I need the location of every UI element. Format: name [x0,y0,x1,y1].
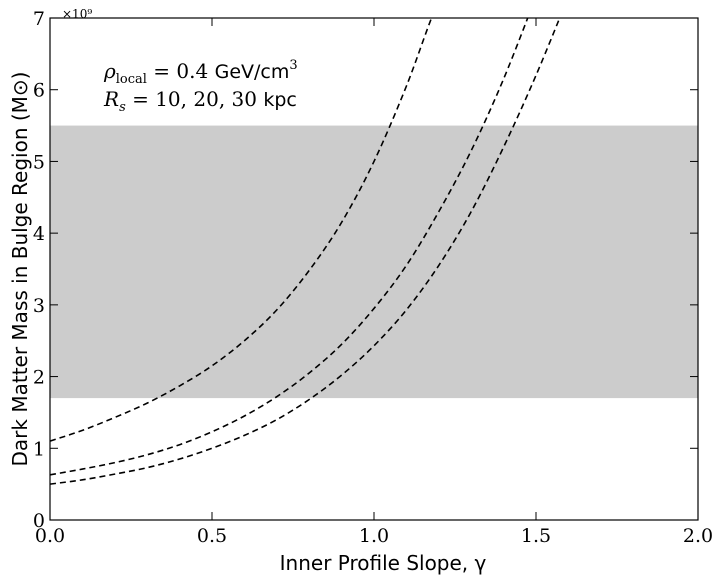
svg-text:ρlocal = 0.4 GeV/cm3: ρlocal = 0.4 GeV/cm3 [103,58,298,87]
y-tick-label: 4 [33,223,45,245]
x-tick-label: 1.0 [359,525,389,547]
y-axis-multiplier: ×10⁹ [62,7,92,21]
x-axis-label: Inner Profile Slope, γ [280,551,487,575]
series-line-1 [50,18,433,442]
annotation-rs: Rs = 10, 20, 30 kpc [103,87,297,115]
annotation-rho-local: ρlocal = 0.4 GeV/cm3 [103,58,298,87]
y-tick-label: 5 [33,151,45,173]
y-tick-label: 1 [33,438,45,460]
x-tick-label: 1.5 [521,525,551,547]
svg-text:Rs = 10, 20, 30 kpc: Rs = 10, 20, 30 kpc [103,87,297,115]
plot-frame [49,17,699,521]
annot-2-unit: kpc [263,89,297,111]
annot-1-unit: GeV/cm [215,61,290,83]
x-tick-label: 0.5 [197,525,227,547]
y-tick-label: 2 [33,367,45,389]
y-tick-label: 0 [33,510,45,532]
y-axis-label: Dark Matter Mass in Bulge Region (M⊙) [8,72,32,467]
x-tick-label: 0.0 [35,525,65,547]
y-tick-label: 7 [33,8,45,30]
annot-1-sub: local [116,72,147,87]
y-tick-label: 6 [33,80,45,102]
annot-1-prefix: ρ [103,59,116,83]
y-tick-label: 3 [33,295,45,317]
annot-1-sup: 3 [289,58,297,73]
series-line-3 [50,18,561,485]
shaded-band [50,125,698,399]
annot-2-prefix: R [103,87,119,111]
annot-2-mid: = 10, 20, 30 [126,87,264,111]
x-tick-label: 2.0 [683,525,713,547]
annot-2-sub: s [119,100,126,115]
annot-1-mid: = 0.4 [147,59,215,83]
series-line-2 [50,18,529,476]
